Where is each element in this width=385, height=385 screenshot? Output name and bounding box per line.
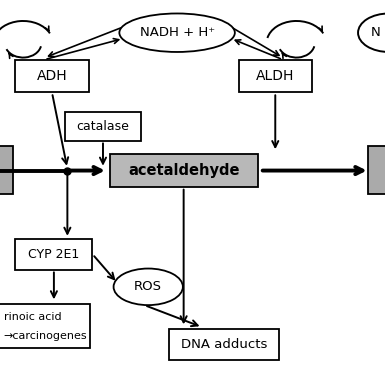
FancyBboxPatch shape — [169, 329, 279, 360]
Text: N: N — [370, 26, 380, 39]
Text: ADH: ADH — [37, 69, 67, 83]
Ellipse shape — [114, 269, 183, 305]
FancyBboxPatch shape — [65, 112, 141, 141]
Text: CYP 2E1: CYP 2E1 — [28, 248, 80, 261]
FancyBboxPatch shape — [15, 239, 92, 270]
Text: →carcinogenes: →carcinogenes — [4, 331, 87, 341]
FancyBboxPatch shape — [0, 146, 13, 194]
Text: ROS: ROS — [134, 280, 162, 293]
Text: ALDH: ALDH — [256, 69, 295, 83]
Text: acetaldehyde: acetaldehyde — [128, 163, 239, 178]
FancyBboxPatch shape — [239, 60, 312, 92]
Text: DNA adducts: DNA adducts — [181, 338, 268, 351]
Text: rinoic acid: rinoic acid — [4, 313, 62, 322]
FancyBboxPatch shape — [368, 146, 385, 194]
Text: NADH + H⁺: NADH + H⁺ — [139, 26, 215, 39]
Ellipse shape — [119, 13, 235, 52]
Ellipse shape — [358, 13, 385, 52]
FancyBboxPatch shape — [0, 304, 90, 348]
Text: catalase: catalase — [77, 120, 129, 132]
FancyBboxPatch shape — [15, 60, 89, 92]
FancyBboxPatch shape — [110, 154, 258, 187]
